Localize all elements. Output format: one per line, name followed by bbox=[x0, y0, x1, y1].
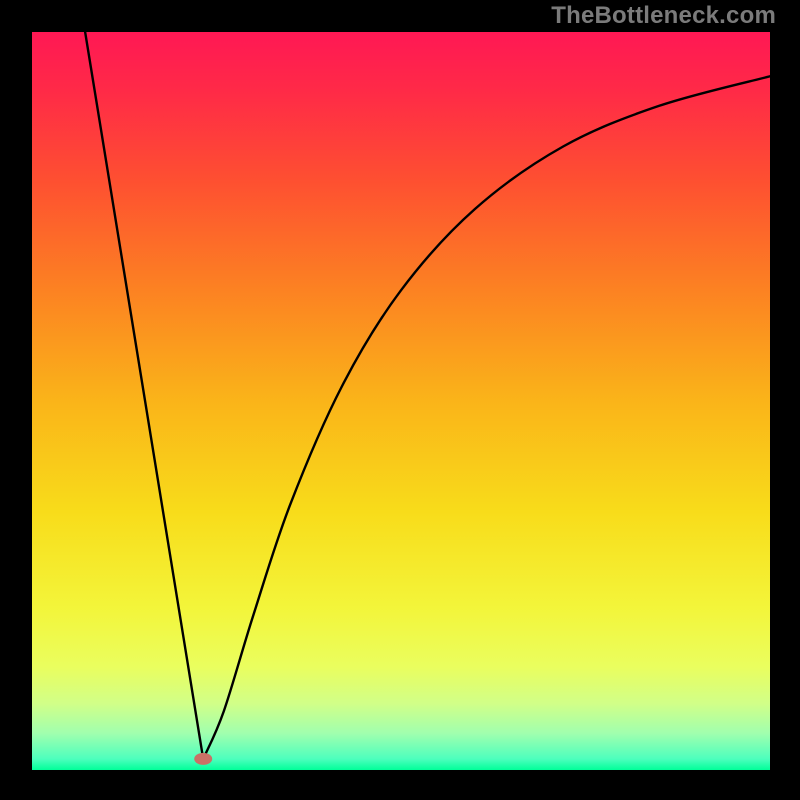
minimum-marker bbox=[194, 753, 212, 765]
plot-background bbox=[32, 32, 770, 770]
chart-container: { "watermark": { "text": "TheBottleneck.… bbox=[0, 0, 800, 800]
bottleneck-chart bbox=[0, 0, 800, 800]
